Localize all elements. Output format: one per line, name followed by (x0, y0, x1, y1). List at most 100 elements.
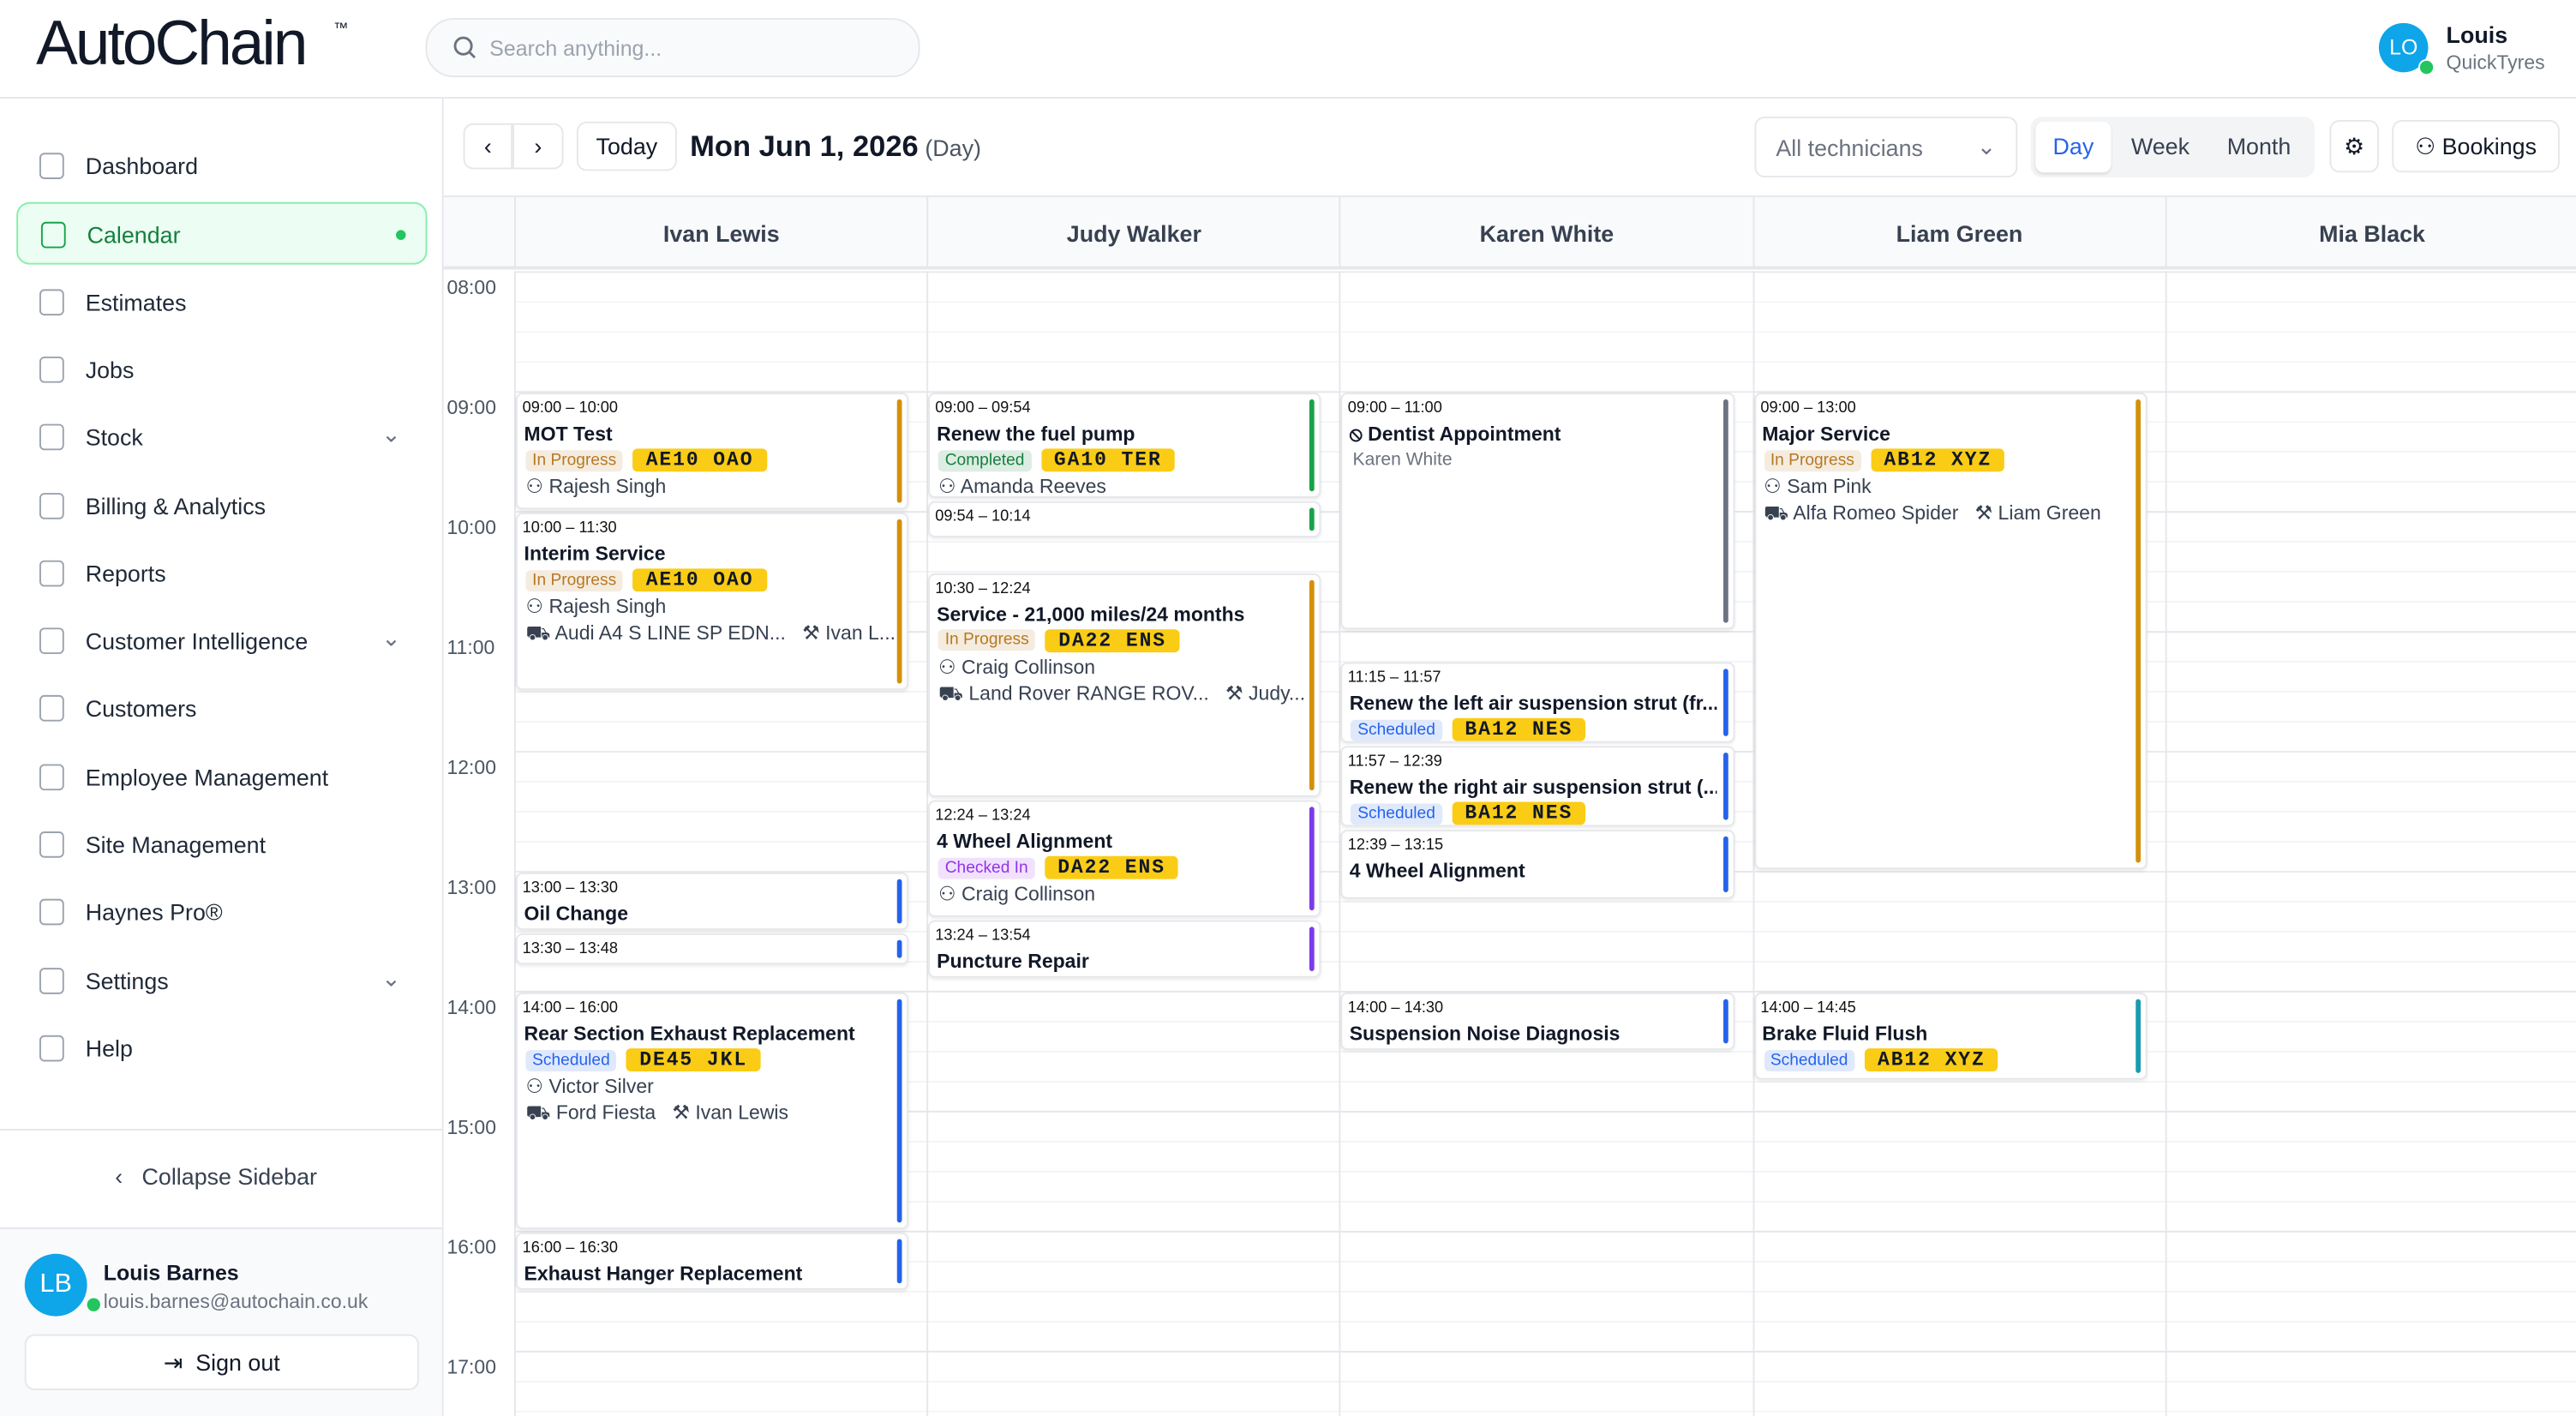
settings-button[interactable]: ⚙ (2329, 119, 2379, 173)
status-row: In Progress AB12 XYZ (1764, 448, 2145, 472)
status-row: In Progress AE10 OAO (525, 448, 907, 472)
nav-item[interactable]: Estimates (16, 271, 427, 333)
appointment-time: 12:39 – 13:15 (1347, 837, 1444, 855)
plate: DE45 JKL (626, 1048, 761, 1071)
nav-label: Haynes Pro® (85, 899, 223, 926)
appointment-card[interactable]: 13:24 – 13:54 Puncture Repair (928, 920, 1322, 978)
appointment-card[interactable]: 09:00 – 11:00 ⦸ Dentist Appointment Karen … (1341, 393, 1734, 630)
status-pill: In Progress (525, 449, 623, 471)
appointment-title: Renew the right air suspension strut (..… (1349, 776, 1716, 800)
nav-item[interactable]: Dashboard (16, 135, 427, 197)
appointment-title: Major Service (1762, 422, 1890, 446)
appointment-card[interactable]: 09:00 – 10:00 MOT Test In Progress AE10 OAO… (515, 393, 909, 510)
nav-item[interactable]: Site Management (16, 813, 427, 876)
status-bar (1309, 807, 1315, 911)
appointment-card[interactable]: 09:54 – 10:14 (928, 501, 1322, 537)
nav-label: Help (85, 1035, 133, 1062)
online-dot (2417, 59, 2435, 76)
bookings-button[interactable]: ⚇ Bookings (2392, 119, 2560, 173)
user-company: QuickTyres (2446, 51, 2545, 75)
appointment-card[interactable]: 13:30 – 13:48 (515, 932, 909, 966)
sidebar-avatar: LB (24, 1253, 87, 1317)
nav-item[interactable]: Employee Management (16, 746, 427, 808)
status-bar (1722, 999, 1728, 1043)
current-date: Mon Jun 1, 2026 (690, 129, 919, 163)
vehicle: ⛟ Alfa Romeo Spider (1764, 501, 1959, 525)
nav-icon (39, 1035, 64, 1062)
appointment-title: Rear Section Exhaust Replacement (524, 1022, 855, 1046)
appointment-card[interactable]: 09:00 – 13:00 Major Service In Progress AB1… (1753, 393, 2148, 870)
plate: AB12 XYZ (1871, 448, 2005, 472)
nav-item[interactable]: Calendar (16, 202, 428, 266)
nav-label: Customers (85, 695, 197, 723)
appointment-card[interactable]: 10:00 – 11:30 Interim Service In Progress A… (515, 513, 909, 690)
status-row: Scheduled AB12 XYZ (1764, 1048, 2145, 1071)
nav-item[interactable]: Help (16, 1017, 427, 1079)
top-bar: AutoChain ™ Search anything... LO Louis … (0, 0, 2576, 99)
nav-item[interactable]: Jobs (16, 339, 427, 401)
vehicle: ⛟ Audi A4 S LINE SP EDN... (525, 621, 786, 645)
time-gutter-head (443, 197, 515, 270)
nav-label: Settings (85, 967, 169, 994)
appointment-card[interactable]: 10:30 – 12:24 Service - 21,000 miles/24 m… (928, 573, 1322, 798)
active-dot (396, 230, 406, 241)
appointment-card[interactable]: 09:00 – 09:54 Renew the fuel pump Complete… (928, 393, 1322, 498)
appointment-card[interactable]: 13:00 – 13:30 Oil Change (515, 872, 909, 930)
appointment-time: 14:00 – 14:30 (1347, 999, 1444, 1017)
time-label: 16:00 (446, 1235, 497, 1259)
time-label: 14:00 (446, 995, 497, 1019)
status-bar (897, 879, 902, 923)
appointment-card[interactable]: 12:39 – 13:15 4 Wheel Alignment (1341, 830, 1734, 900)
technician-header: Judy Walker (926, 197, 1340, 270)
user-avatar[interactable]: LO (2378, 22, 2429, 73)
view-tab[interactable]: Month (2226, 133, 2291, 159)
sign-out[interactable]: ⇥ Sign out (24, 1334, 419, 1390)
appointment-title: Service - 21,000 miles/24 months (937, 602, 1245, 626)
appointment-time: 09:54 – 10:14 (935, 507, 1031, 525)
appointment-card[interactable]: 14:00 – 14:30 Suspension Noise Diagnosis (1341, 992, 1734, 1050)
brand-mark: ™ (333, 20, 349, 37)
appointment-card[interactable]: 16:00 – 16:30 Exhaust Hanger Replacement (515, 1232, 909, 1289)
appointment-card[interactable]: 14:00 – 16:00 Rear Section Exhaust Replac… (515, 992, 909, 1229)
nav-icon (39, 899, 64, 926)
plate: DA22 ENS (1045, 628, 1180, 652)
nav-icon (39, 356, 64, 383)
status-row: Scheduled BA12 NES (1351, 802, 1733, 826)
status-pill: Scheduled (1351, 803, 1442, 825)
nav-item[interactable]: Customers (16, 678, 427, 741)
status-pill: Scheduled (1351, 719, 1442, 741)
collapse-sidebar[interactable]: ‹ Collapse Sidebar (115, 1163, 317, 1190)
sidebar: ‹ Collapse Sidebar LB Louis Barnes louis… (0, 99, 444, 1416)
bookings-label: Bookings (2441, 133, 2537, 159)
nav-item[interactable]: Stock ⌄ (16, 406, 427, 469)
nav-label: Site Management (85, 831, 267, 858)
nav-item[interactable]: Reports (16, 542, 427, 604)
chevron: ⌄ (381, 421, 401, 447)
appointment-card[interactable]: 12:24 – 13:24 4 Wheel Alignment Checked In… (928, 800, 1322, 918)
plate: DA22 ENS (1044, 856, 1179, 880)
customer: ⚇ Craig Collinson (938, 654, 1096, 678)
today-button[interactable]: Today (576, 121, 677, 171)
appointment-card[interactable]: 11:15 – 11:57 Renew the left air suspensi… (1341, 663, 1734, 744)
appointment-title: Exhaust Hanger Replacement (524, 1262, 803, 1286)
nav-label: Reports (85, 560, 166, 587)
view-tab[interactable]: Week (2130, 133, 2190, 159)
view-tab[interactable]: Day (2035, 121, 2112, 173)
appointment-time: 12:24 – 13:24 (935, 807, 1031, 825)
technician-filter[interactable]: All technicians ⌄ (1754, 117, 2018, 178)
nav-item[interactable]: Settings ⌄ (16, 949, 427, 1011)
search[interactable]: Search anything... (425, 18, 920, 78)
next-button[interactable]: › (512, 123, 564, 170)
prev-button[interactable]: ‹ (463, 123, 513, 170)
status-row: Completed GA10 TER (938, 448, 1320, 472)
appointment-title: ⦸ Dentist Appointment (1349, 422, 1561, 446)
vehicle-row: ⛟ Audi A4 S LINE SP EDN... ⚒ Ivan L... (525, 621, 907, 648)
nav-item[interactable]: Billing & Analytics (16, 474, 427, 537)
appointment-card[interactable]: 11:57 – 12:39 Renew the right air suspens… (1341, 747, 1734, 828)
appointment-card[interactable]: 14:00 – 14:45 Brake Fluid Flush Scheduled A… (1753, 992, 2148, 1080)
nav-item[interactable]: Customer Intelligence ⌄ (16, 609, 427, 672)
nav-item[interactable]: Haynes Pro® (16, 881, 427, 944)
technician-header: Mia Black (2165, 197, 2576, 270)
plate: GA10 TER (1040, 448, 1176, 472)
